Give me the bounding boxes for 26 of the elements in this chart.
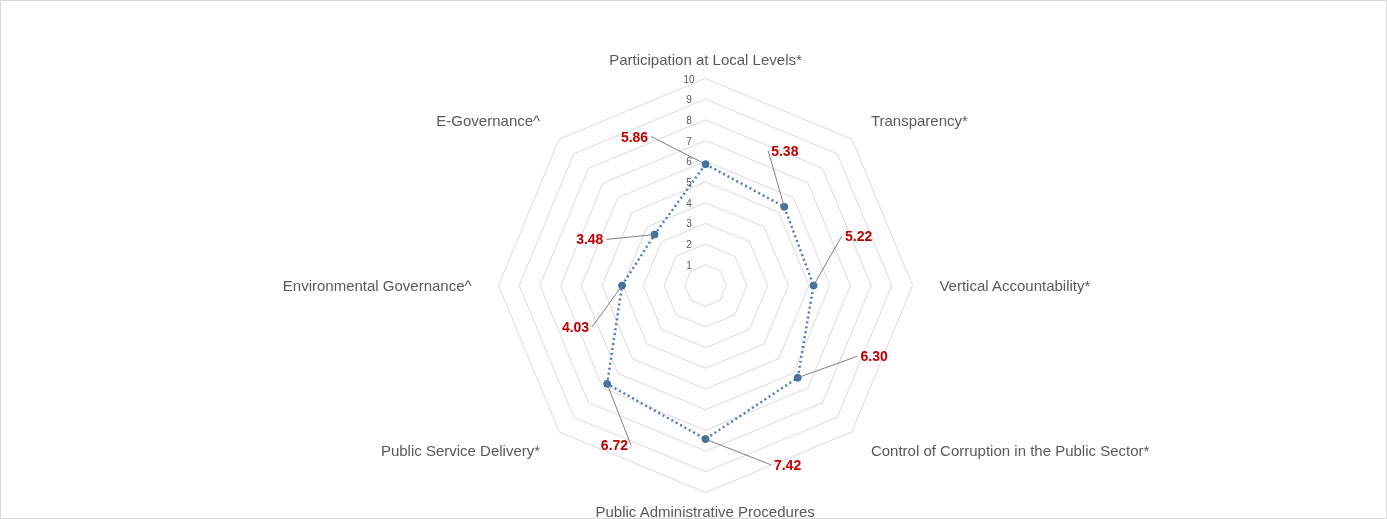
data-label: 6.30 — [860, 348, 888, 365]
spoke-label: E-Governance^ — [436, 111, 541, 129]
y-tick-label: 2 — [686, 239, 693, 251]
y-tick-label: 1 — [686, 259, 693, 271]
y-tick-label: 5 — [686, 177, 693, 188]
data-label: 7.42 — [773, 456, 802, 473]
data-label: 5.86 — [620, 128, 649, 145]
y-tick-label: 3 — [686, 218, 693, 230]
data-label: 5.38 — [771, 142, 799, 159]
y-tick-label: 6 — [686, 156, 693, 168]
data-label: 3.48 — [576, 231, 604, 248]
y-tick-label: 8 — [686, 114, 693, 126]
spoke-label: Participation at Local Levels* — [609, 51, 802, 69]
spoke-label: Control of Corruption in the Public Sector* — [870, 442, 1150, 460]
spoke-label: Public Service Delivery* — [380, 442, 541, 460]
data-label: 4.03 — [561, 318, 590, 335]
data-label: 6.72 — [600, 437, 629, 454]
y-tick-label: 7 — [686, 135, 693, 147]
spoke-label: Transparency* — [870, 111, 969, 129]
y-tick-label: 9 — [686, 94, 693, 106]
spoke-label: Vertical Accountability* — [939, 277, 1091, 294]
spoke-label: Environmental Governance^ — [282, 277, 472, 294]
data-label: 5.22 — [845, 227, 873, 244]
y-tick-label: 4 — [686, 197, 693, 209]
spoke-label: Public Administrative Procedures — [595, 502, 815, 519]
y-tick-label: 10 — [683, 73, 695, 85]
